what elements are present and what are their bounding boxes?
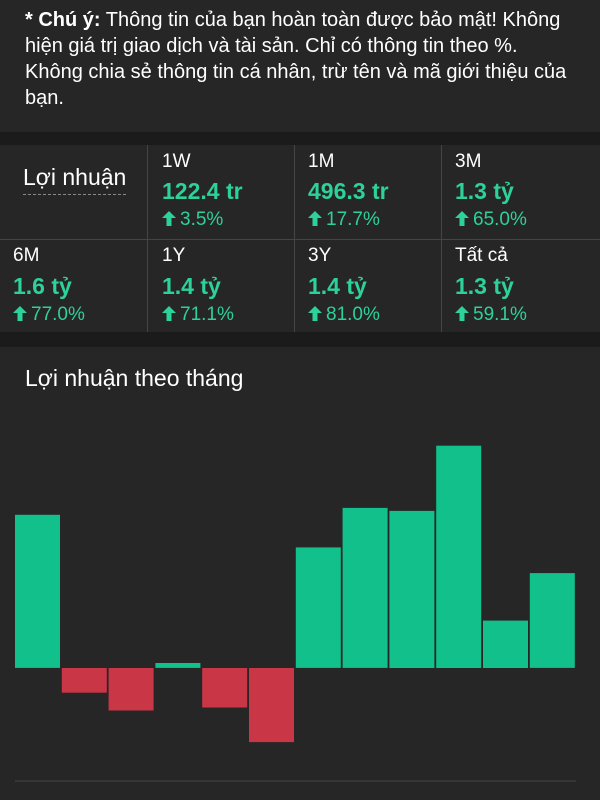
notice-text: Thông tin của bạn hoàn toàn được bảo mật…	[25, 9, 567, 109]
chart-bar[interactable]	[202, 668, 248, 708]
stat-cell-3m: 3M 1.3 tỷ 65.0%	[442, 145, 600, 239]
stat-change: 59.1%	[455, 304, 527, 326]
monthly-profit-panel: Lợi nhuận theo tháng	[0, 347, 600, 800]
profit-stats-grid: Lợi nhuận 1W 122.4 tr 3.5% 1M 496.3 tr 1…	[0, 145, 600, 332]
stat-cell-3y: 3Y 1.4 tỷ 81.0%	[295, 240, 441, 332]
stat-change-value: 3.5%	[180, 209, 224, 230]
arrow-up-icon	[308, 306, 322, 321]
profit-label-cell: Lợi nhuận	[0, 145, 147, 239]
stat-period: 1W	[162, 151, 191, 172]
chart-bar[interactable]	[108, 668, 154, 711]
stat-period: 3M	[455, 151, 482, 172]
grid-divider-vertical	[147, 145, 148, 332]
arrow-up-icon	[455, 306, 469, 321]
chart-bar[interactable]	[483, 620, 528, 668]
stat-period: Tất cả	[455, 245, 508, 266]
chart-bar[interactable]	[249, 668, 294, 743]
stat-period: 6M	[13, 245, 40, 266]
grid-divider-horizontal	[0, 239, 600, 240]
stat-cell-1m: 1M 496.3 tr 17.7%	[295, 145, 441, 239]
arrow-up-icon	[162, 211, 176, 226]
stat-cell-1w: 1W 122.4 tr 3.5%	[148, 145, 294, 239]
stat-change-value: 65.0%	[473, 209, 527, 230]
grid-divider-vertical	[441, 145, 442, 332]
stat-cell-1y: 1Y 1.4 tỷ 71.1%	[148, 240, 294, 332]
chart-bar[interactable]	[529, 573, 575, 668]
stat-change: 81.0%	[308, 304, 380, 326]
stat-value: 1.6 tỷ	[13, 273, 72, 299]
stat-cell-all: Tất cả 1.3 tỷ 59.1%	[442, 240, 600, 332]
stat-change: 77.0%	[13, 304, 85, 326]
notice-lead: * Chú ý:	[25, 9, 101, 31]
stat-change-value: 81.0%	[326, 304, 380, 325]
grid-divider-vertical	[294, 145, 295, 332]
privacy-notice: * Chú ý: Thông tin của bạn hoàn toàn đượ…	[0, 0, 600, 132]
stat-change-value: 77.0%	[31, 304, 85, 325]
stat-change: 71.1%	[162, 304, 234, 326]
stat-cell-6m: 6M 1.6 tỷ 77.0%	[0, 240, 147, 332]
chart-bar[interactable]	[342, 507, 388, 668]
chart-bar[interactable]	[436, 445, 482, 668]
stat-change: 17.7%	[308, 209, 380, 231]
stat-value: 1.3 tỷ	[455, 273, 514, 299]
arrow-up-icon	[162, 306, 176, 321]
stat-change-value: 71.1%	[180, 304, 234, 325]
chart-title: Lợi nhuận theo tháng	[25, 365, 244, 391]
arrow-up-icon	[455, 211, 469, 226]
stat-period: 1M	[308, 151, 335, 172]
stat-change: 65.0%	[455, 209, 527, 231]
profit-label[interactable]: Lợi nhuận	[23, 163, 127, 195]
stat-period: 3Y	[308, 245, 332, 266]
chart-bar[interactable]	[295, 547, 341, 668]
stat-value: 496.3 tr	[308, 178, 389, 204]
chart-bar[interactable]	[389, 510, 435, 668]
stat-value: 122.4 tr	[162, 178, 243, 204]
stat-change-value: 17.7%	[326, 209, 380, 230]
stat-value: 1.4 tỷ	[308, 273, 367, 299]
stat-value: 1.3 tỷ	[455, 178, 514, 204]
chart-bar[interactable]	[15, 514, 60, 668]
monthly-profit-chart	[15, 445, 576, 782]
stat-change-value: 59.1%	[473, 304, 527, 325]
chart-bar[interactable]	[61, 668, 107, 693]
stat-value: 1.4 tỷ	[162, 273, 221, 299]
arrow-up-icon	[308, 211, 322, 226]
stat-period: 1Y	[162, 245, 186, 266]
chart-bar[interactable]	[155, 663, 201, 668]
arrow-up-icon	[13, 306, 27, 321]
stat-change: 3.5%	[162, 209, 223, 231]
